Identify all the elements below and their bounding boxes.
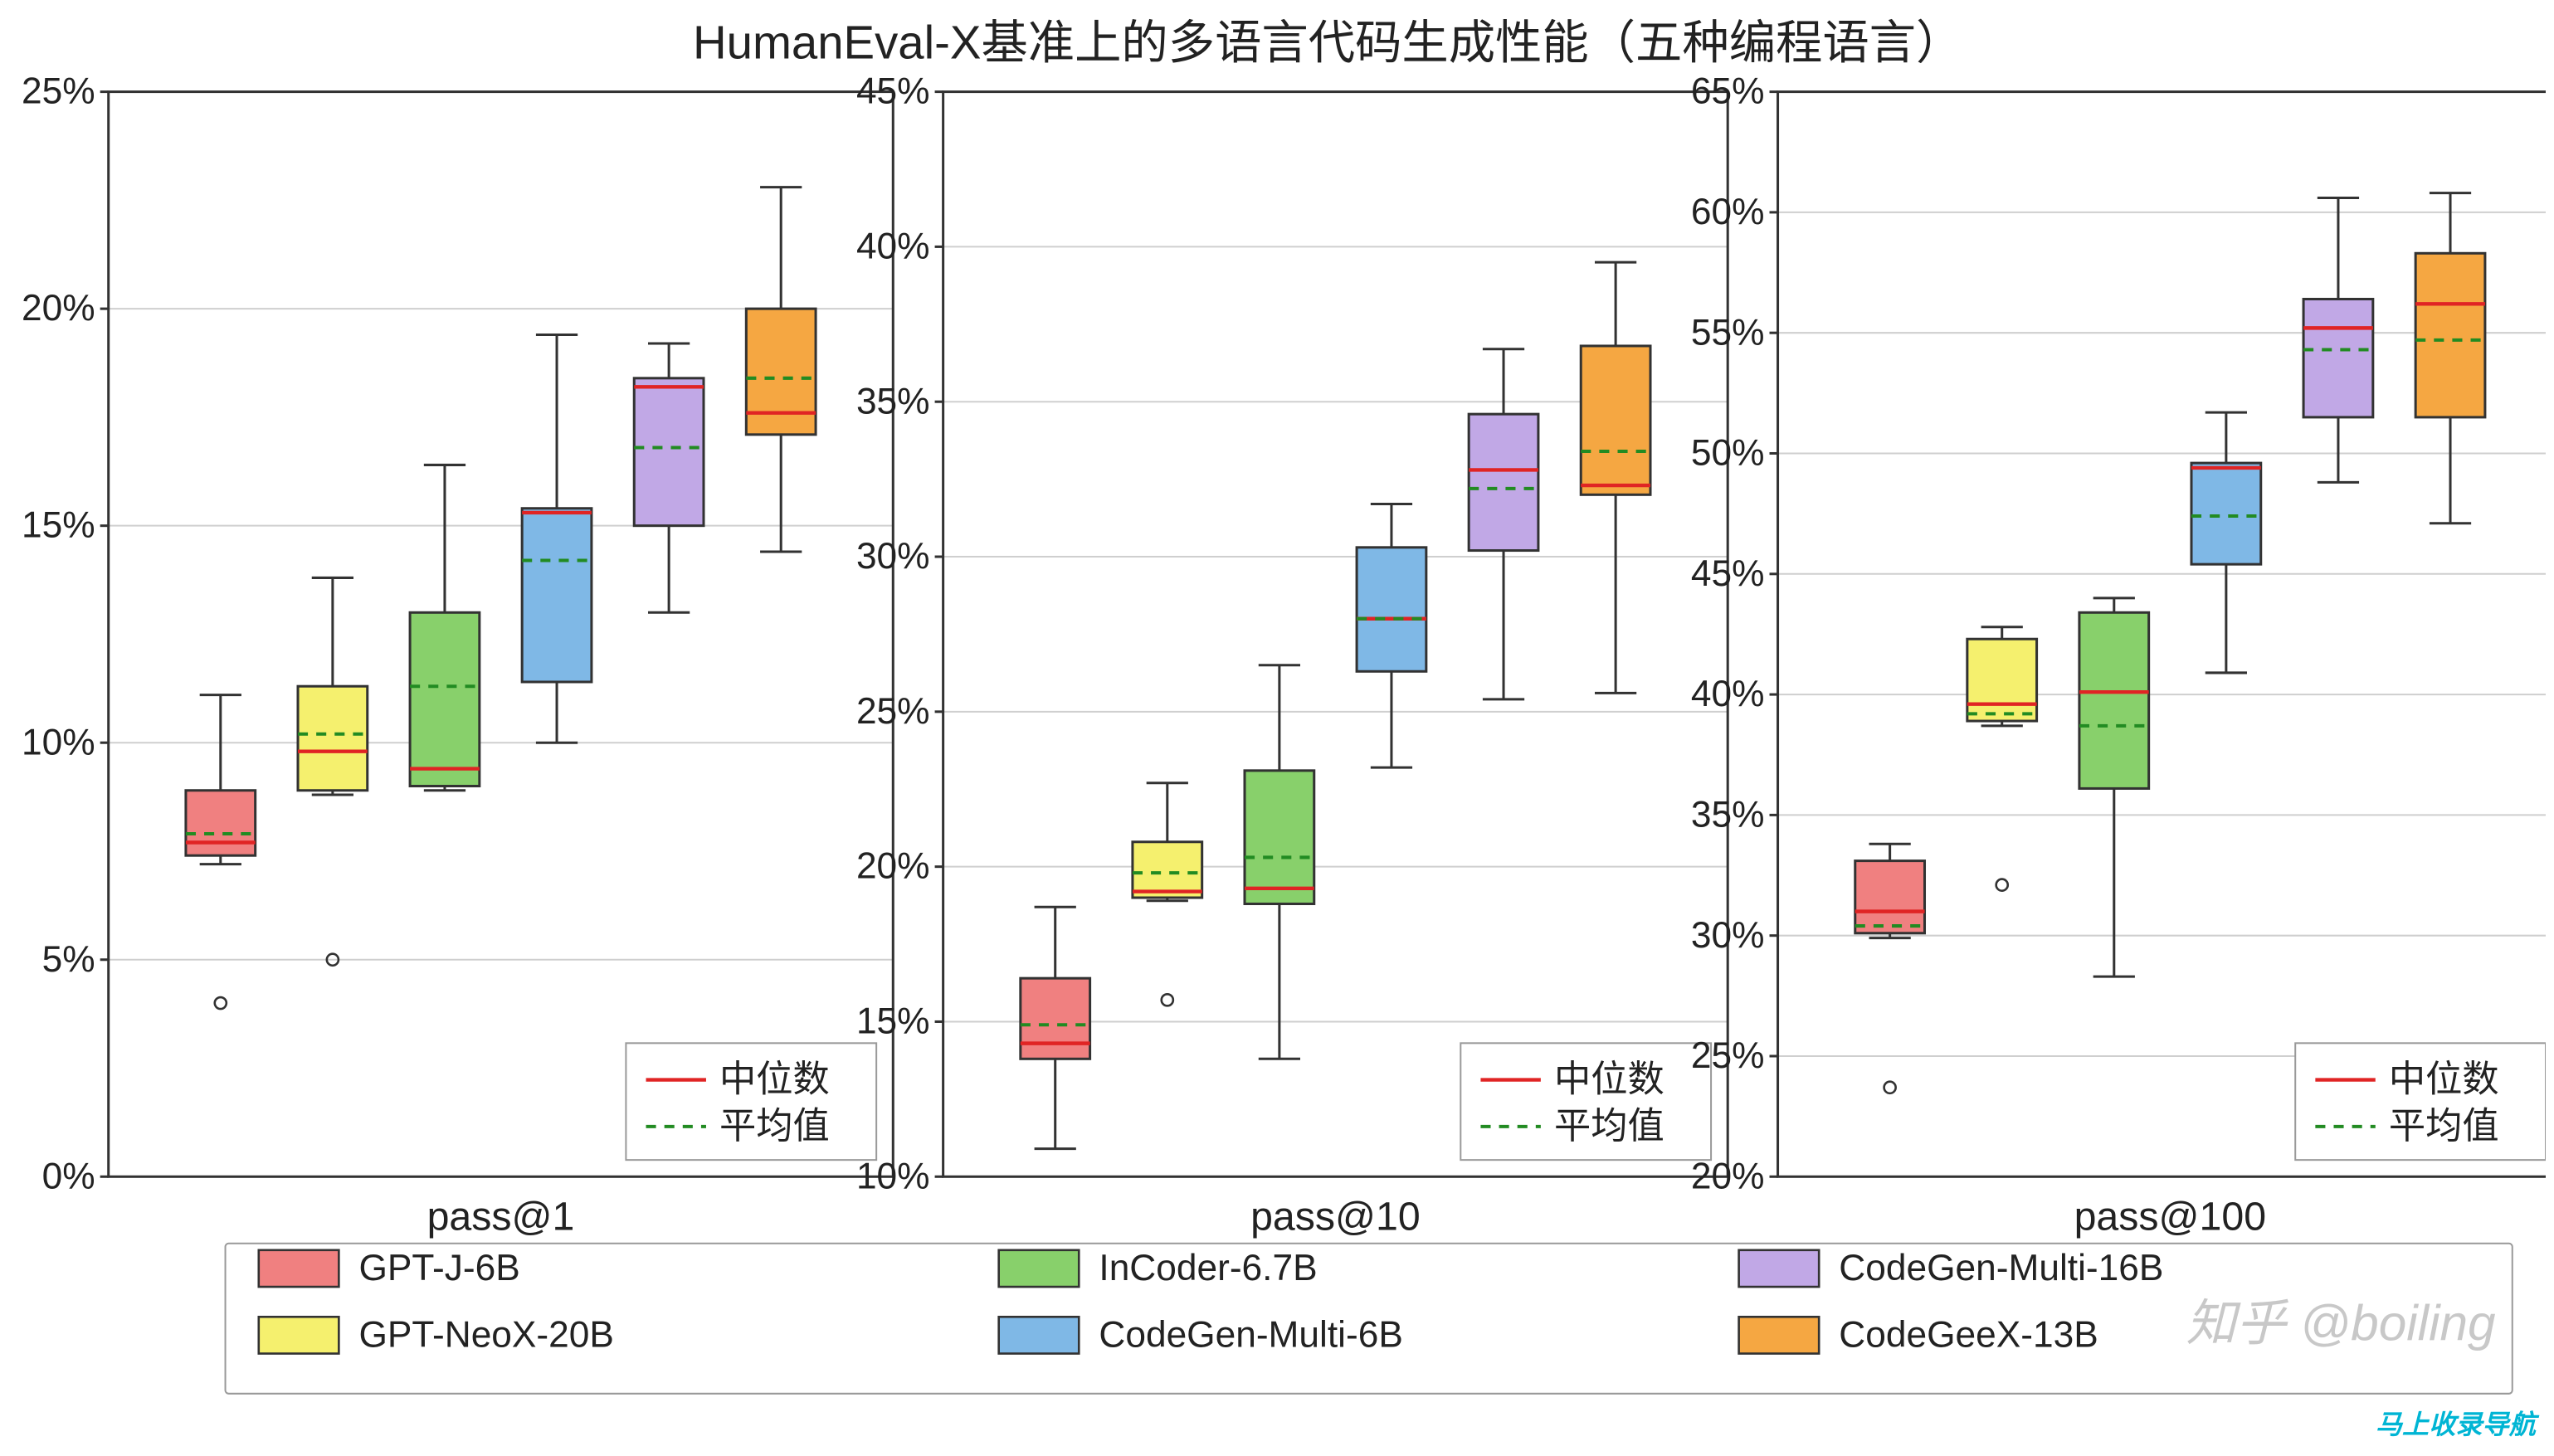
chart-title: HumanEval-X基准上的多语言代码生成性能（五种编程语言） <box>693 16 1962 68</box>
y-tick-label: 10% <box>856 1156 930 1196</box>
legend-swatch <box>259 1317 339 1353</box>
panel-xlabel: pass@1 <box>427 1195 575 1239</box>
y-tick-label: 20% <box>856 846 930 887</box>
y-tick-label: 25% <box>856 691 930 732</box>
watermark: 知乎 @boiling <box>2186 1294 2496 1351</box>
y-tick-label: 50% <box>1691 433 1765 474</box>
legend-model-label: CodeGeeX-13B <box>1839 1314 2098 1355</box>
inner-legend: 中位数平均值 <box>626 1043 876 1160</box>
y-tick-label: 15% <box>856 1001 930 1042</box>
legend-mean-label: 平均值 <box>719 1106 830 1147</box>
legend-model-label: CodeGen-Multi-6B <box>1099 1314 1402 1355</box>
y-tick-label: 30% <box>1691 915 1765 956</box>
y-tick-label: 10% <box>22 722 95 762</box>
y-tick-label: 20% <box>1691 1156 1765 1196</box>
y-tick-label: 25% <box>1691 1035 1765 1076</box>
legend-mean-label: 平均值 <box>1554 1106 1664 1147</box>
legend-swatch <box>259 1250 339 1287</box>
panel-xlabel: pass@10 <box>1250 1195 1421 1239</box>
y-tick-label: 55% <box>1691 312 1765 353</box>
y-tick-label: 35% <box>856 381 930 421</box>
panel-xlabel: pass@100 <box>2074 1195 2266 1239</box>
legend-swatch <box>999 1250 1080 1287</box>
inner-legend: 中位数平均值 <box>1460 1043 1711 1160</box>
legend-model-label: InCoder-6.7B <box>1099 1248 1317 1288</box>
y-tick-label: 65% <box>1691 71 1765 112</box>
y-tick-label: 45% <box>1691 553 1765 594</box>
footer-mark: 马上收录导航 <box>2376 1410 2540 1439</box>
y-tick-label: 20% <box>22 288 95 329</box>
y-tick-label: 15% <box>22 505 95 546</box>
y-tick-label: 5% <box>42 939 95 980</box>
y-tick-label: 60% <box>1691 192 1765 232</box>
y-tick-label: 40% <box>1691 674 1765 714</box>
legend-model-label: GPT-NeoX-20B <box>358 1314 613 1355</box>
legend-model-label: CodeGen-Multi-16B <box>1839 1248 2163 1288</box>
legend-swatch <box>1739 1250 1820 1287</box>
legend-median-label: 中位数 <box>2389 1059 2499 1100</box>
legend-model-label: GPT-J-6B <box>358 1248 519 1288</box>
y-tick-label: 30% <box>856 536 930 577</box>
model-legend: GPT-J-6B GPT-NeoX-20B InCoder-6.7B CodeGen-… <box>226 1244 2513 1394</box>
y-tick-label: 45% <box>856 71 930 112</box>
legend-median-label: 中位数 <box>719 1059 830 1100</box>
legend-median-label: 中位数 <box>1554 1059 1664 1100</box>
y-tick-label: 25% <box>22 71 95 112</box>
boxplot-figure: HumanEval-X基准上的多语言代码生成性能（五种编程语言） 0% 5% 10% 1… <box>8 8 2546 1444</box>
y-tick-label: 35% <box>1691 794 1765 835</box>
legend-swatch <box>999 1317 1080 1353</box>
inner-legend: 中位数平均值 <box>2295 1043 2546 1160</box>
y-tick-label: 0% <box>42 1156 95 1196</box>
legend-mean-label: 平均值 <box>2389 1106 2499 1147</box>
legend-swatch <box>1739 1317 1820 1353</box>
chart-root: HumanEval-X基准上的多语言代码生成性能（五种编程语言） 0% 5% 10% 1… <box>8 8 2546 1448</box>
y-tick-label: 40% <box>856 226 930 266</box>
